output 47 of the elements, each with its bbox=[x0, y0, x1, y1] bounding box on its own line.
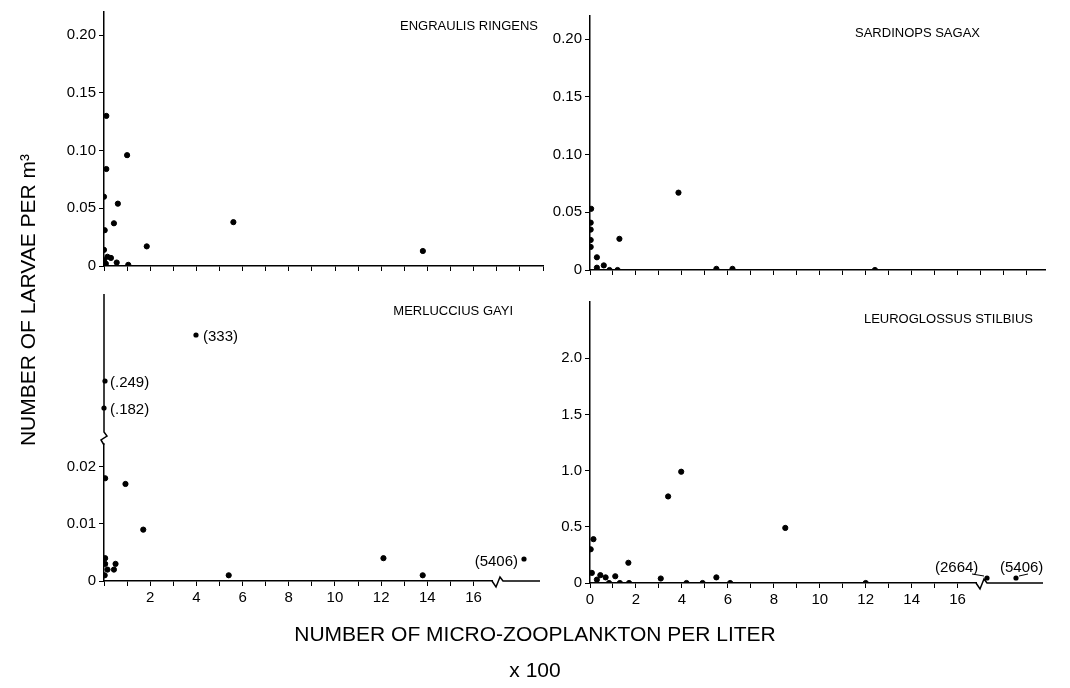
x-tick-label: 14 bbox=[418, 588, 436, 606]
x-tick-label: 10 bbox=[326, 588, 344, 606]
y-tick-label: 0.20 bbox=[552, 29, 582, 47]
text: LEUROGLOSSUS STILBIUS bbox=[863, 311, 1034, 326]
y-tick-label: 0.20 bbox=[66, 25, 96, 43]
x-tick-label: 6 bbox=[723, 590, 733, 608]
x-tick-label: 14 bbox=[903, 590, 921, 608]
text: (333) bbox=[203, 327, 239, 344]
x-tick-label: 2 bbox=[631, 590, 641, 608]
text: (5406) bbox=[1000, 558, 1044, 575]
text: SARDINOPS SAGAX bbox=[855, 25, 981, 40]
text: (.249) bbox=[110, 373, 150, 390]
y-tick-label: 1.0 bbox=[561, 460, 582, 478]
y-tick-label: 0 bbox=[573, 260, 582, 278]
x-tick-label: 6 bbox=[238, 588, 247, 606]
x-tick-label: 4 bbox=[192, 588, 201, 606]
x-tick-label: 0 bbox=[585, 590, 595, 608]
x-tick-label: 4 bbox=[677, 590, 687, 608]
x-tick-label: 16 bbox=[465, 588, 482, 606]
y-tick-label: 0.15 bbox=[66, 82, 96, 100]
x-tick-label: 10 bbox=[811, 590, 829, 608]
y-tick-label: 0.15 bbox=[552, 86, 582, 104]
y-tick-label: 0.01 bbox=[66, 514, 96, 532]
y-tick-label: 0.02 bbox=[66, 456, 96, 474]
y-tick-label: 0.05 bbox=[552, 202, 582, 220]
chart-title: MERLUCCIUS GAYI bbox=[393, 303, 513, 318]
x-tick-label: 12 bbox=[857, 590, 875, 608]
y-tick-label: 0.10 bbox=[552, 144, 582, 162]
y-tick-label: 1.5 bbox=[561, 404, 582, 422]
x-tick-label: 8 bbox=[284, 588, 293, 606]
annotation: (5406) bbox=[474, 552, 518, 569]
x-tick-label: 8 bbox=[769, 590, 778, 608]
y-tick-label: 0.05 bbox=[66, 198, 96, 216]
x-tick-label: 16 bbox=[949, 590, 966, 608]
x-tick-label: 2 bbox=[146, 588, 155, 606]
y-tick-label: 2.0 bbox=[561, 348, 582, 366]
y-tick-label: 0 bbox=[573, 573, 582, 591]
x-tick-label: 12 bbox=[372, 588, 390, 606]
y-tick-label: 0 bbox=[87, 571, 96, 589]
y-tick-label: 0.10 bbox=[66, 140, 96, 158]
text: (.182) bbox=[110, 400, 150, 417]
text: ENGRAULIS RINGENS bbox=[400, 18, 539, 33]
x-axis-title: NUMBER OF MICRO-ZOOPLANKTON PER LITER x 100 bbox=[293, 621, 777, 683]
y-axis-title: NUMBER OF LARVAE PER m³ bbox=[16, 153, 40, 447]
y-tick-label: 0.5 bbox=[561, 516, 582, 534]
annotation: (2664) bbox=[935, 558, 979, 575]
y-tick-label: 0 bbox=[87, 256, 96, 274]
